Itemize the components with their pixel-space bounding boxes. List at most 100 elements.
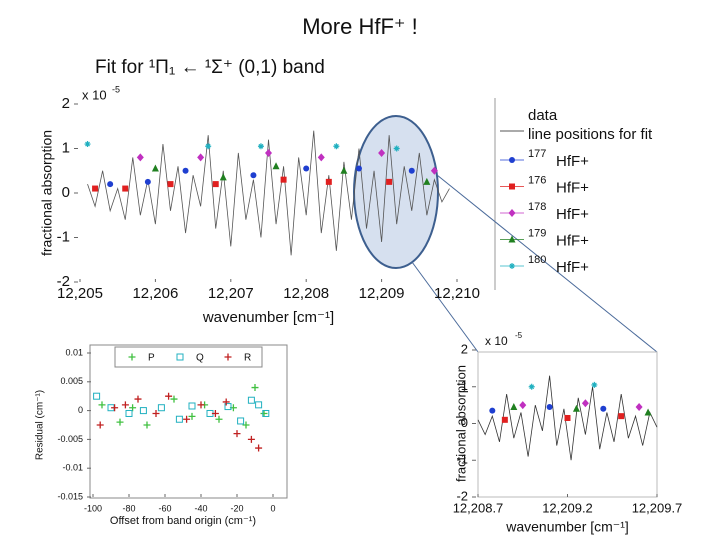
marker xyxy=(175,415,183,423)
marker xyxy=(224,353,232,361)
zoom-connector xyxy=(436,174,658,353)
marker xyxy=(501,416,508,423)
marker xyxy=(340,166,348,174)
marker xyxy=(251,384,259,392)
axis-exponent-power: -5 xyxy=(112,84,120,94)
marker xyxy=(139,407,147,415)
marker xyxy=(509,183,515,190)
x-tick-label: -100 xyxy=(84,503,102,513)
legend-box xyxy=(114,346,263,368)
legend-label: Q xyxy=(196,353,204,364)
marker xyxy=(509,263,515,269)
x-tick-label: 12,206 xyxy=(132,285,178,302)
marker xyxy=(519,401,527,410)
marker xyxy=(182,167,189,174)
marker xyxy=(224,403,232,411)
marker xyxy=(144,178,151,185)
marker xyxy=(564,414,571,421)
legend-mass: 176 xyxy=(528,174,546,186)
legend-label: R xyxy=(244,353,251,364)
y-axis-label: Residual (cm⁻¹) xyxy=(35,390,46,460)
marker xyxy=(128,353,136,361)
marker xyxy=(176,353,184,361)
marker xyxy=(215,415,223,423)
legend-label: HfF+ xyxy=(556,179,589,196)
marker xyxy=(233,430,241,438)
marker xyxy=(591,381,598,388)
x-tick-label: 12,205 xyxy=(57,285,103,302)
legend-label: HfF+ xyxy=(556,259,589,276)
x-tick-label: 0 xyxy=(270,503,275,513)
marker xyxy=(430,166,438,175)
marker xyxy=(152,409,160,417)
marker xyxy=(93,392,101,400)
marker xyxy=(265,148,272,157)
marker xyxy=(143,421,151,429)
marker xyxy=(255,444,263,452)
x-tick-label: -80 xyxy=(122,503,135,513)
x-tick-label: -20 xyxy=(230,503,243,513)
marker xyxy=(423,177,431,185)
marker xyxy=(509,157,515,163)
y-tick-label: 1 xyxy=(461,378,468,393)
marker xyxy=(107,181,114,188)
axis-exponent-power: -5 xyxy=(515,331,523,340)
marker xyxy=(262,409,270,417)
marker xyxy=(84,141,91,148)
marker xyxy=(508,209,516,217)
y-tick-label: 2 xyxy=(62,95,70,112)
legend-label: P xyxy=(148,353,155,364)
y-tick-label: 0 xyxy=(62,184,70,201)
marker xyxy=(167,181,174,188)
marker xyxy=(378,148,386,157)
slide-subtitle: Fit for ¹Π₁ ← ¹Σ⁺ (0,1) band xyxy=(95,57,325,78)
x-axis-label: wavenumber [cm⁻¹] xyxy=(505,519,629,535)
highlight-ellipse xyxy=(353,115,439,269)
y-tick-label: -2 xyxy=(57,273,70,290)
legend-label: data xyxy=(528,107,558,124)
marker xyxy=(211,409,219,417)
marker xyxy=(325,178,332,185)
marker xyxy=(122,185,129,192)
marker xyxy=(260,409,268,417)
legend-mass: 178 xyxy=(528,201,546,213)
marker xyxy=(129,404,137,412)
x-tick-label: 12,208 xyxy=(283,285,329,302)
marker xyxy=(188,412,196,420)
legend-note: line positions for fit xyxy=(528,126,653,143)
y-tick-label: 1 xyxy=(62,139,70,156)
x-tick-label: -40 xyxy=(194,503,207,513)
marker xyxy=(635,402,643,411)
marker xyxy=(508,235,516,243)
marker xyxy=(250,172,257,179)
y-tick-label: -2 xyxy=(456,488,468,503)
marker xyxy=(98,401,106,409)
y-tick-label: -0.015 xyxy=(57,491,83,501)
marker xyxy=(197,401,205,409)
legend-mass: 177 xyxy=(528,148,546,160)
marker xyxy=(151,164,159,172)
marker xyxy=(96,421,104,429)
marker xyxy=(247,435,255,443)
marker xyxy=(546,403,553,410)
x-tick-label: 12,207 xyxy=(208,285,254,302)
marker xyxy=(157,404,165,412)
marker xyxy=(581,399,589,408)
marker xyxy=(510,402,518,410)
data-line xyxy=(477,375,658,461)
marker xyxy=(317,153,325,162)
marker xyxy=(188,402,196,410)
slide-title: More HfF⁺ ! xyxy=(302,14,418,39)
marker xyxy=(212,181,219,188)
marker xyxy=(197,153,205,162)
marker xyxy=(355,165,362,172)
marker xyxy=(134,395,142,403)
marker xyxy=(572,404,580,412)
marker xyxy=(528,383,535,390)
legend-label: HfF+ xyxy=(556,153,589,170)
y-tick-label: 0 xyxy=(78,405,83,415)
x-axis-label: Offset from band origin (cm⁻¹) xyxy=(110,515,256,527)
marker xyxy=(219,173,227,181)
marker xyxy=(280,176,287,183)
